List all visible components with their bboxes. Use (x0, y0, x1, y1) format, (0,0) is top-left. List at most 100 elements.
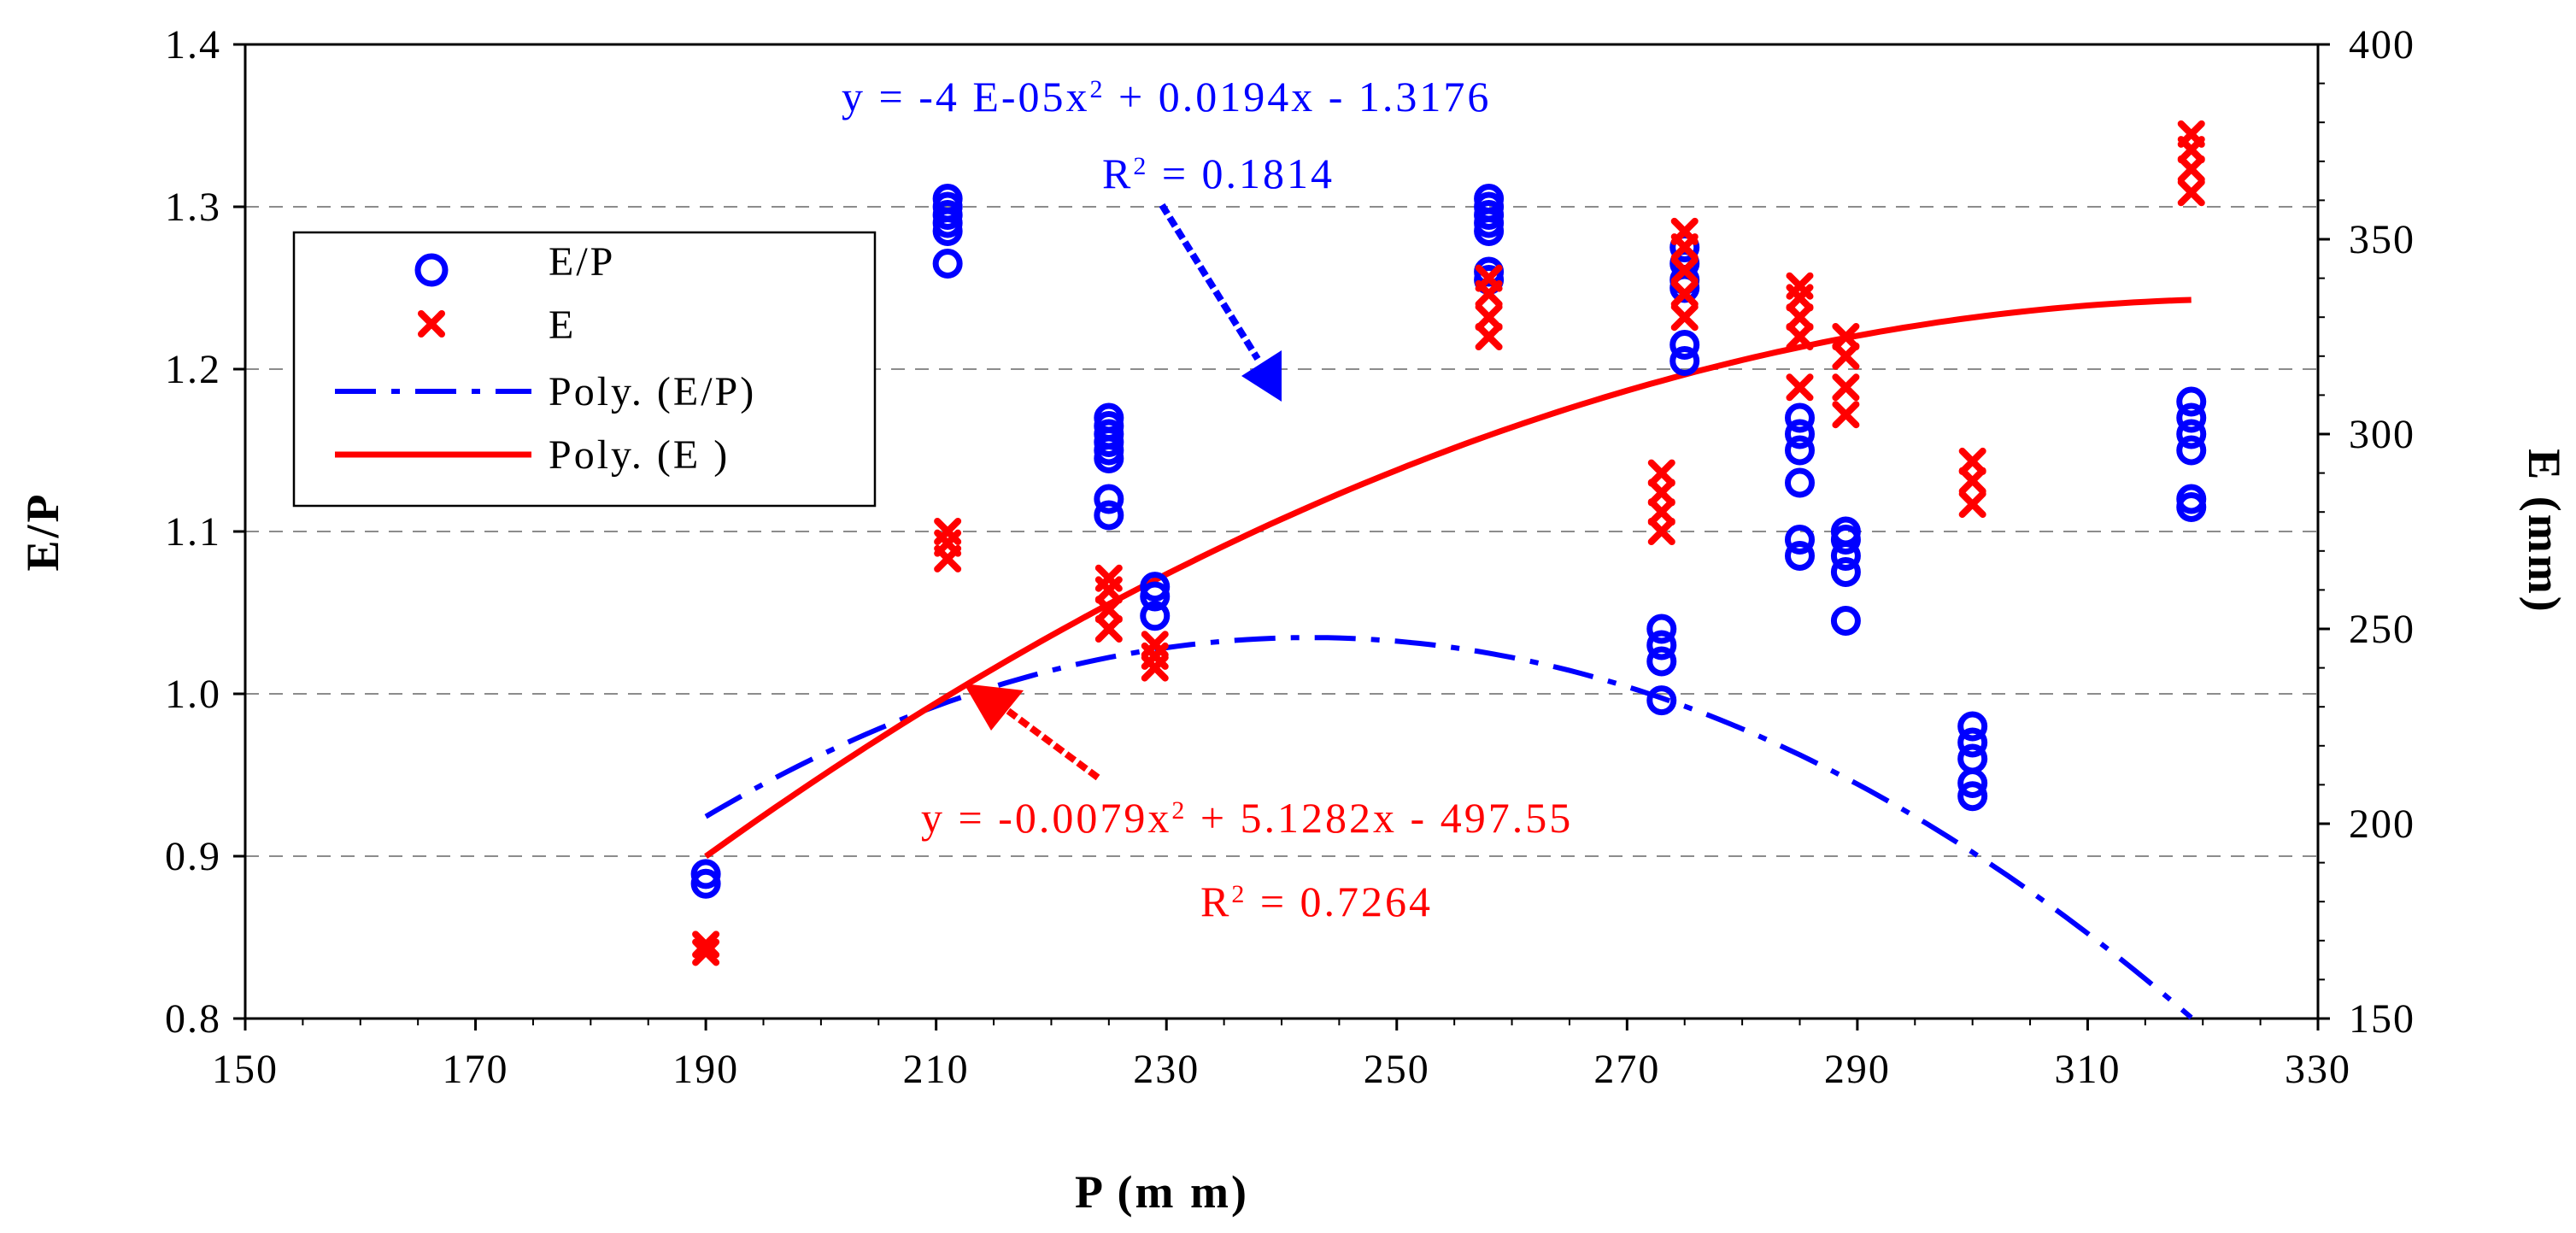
ep-point-55 (2176, 419, 2207, 449)
x-tick-label-7: 290 (1824, 1047, 1891, 1092)
red-arrow-shaft (1006, 708, 1100, 781)
e-point-35 (1958, 467, 1986, 495)
x-tick-label-0: 150 (212, 1047, 279, 1092)
ep-point-1 (690, 859, 721, 890)
ep-point-56 (2176, 402, 2207, 433)
e-point-25 (1786, 373, 1814, 402)
e-point-33 (1832, 323, 1860, 350)
ep-point-50 (1957, 727, 1988, 758)
ep-point-57 (2176, 386, 2207, 417)
right-tick-label-1: 200 (2349, 801, 2415, 847)
right-tick-label-5: 400 (2349, 22, 2415, 68)
e-point-30 (1832, 401, 1860, 429)
left-tick-label-5: 1.3 (165, 185, 221, 230)
e-point-15 (1475, 264, 1503, 292)
ep-point-0 (690, 868, 721, 899)
ep-point-40 (1785, 419, 1815, 449)
ep-point-39 (1785, 435, 1815, 466)
ep-point-31 (1669, 330, 1700, 360)
ep-point-25 (1474, 184, 1505, 214)
x-tick-label-1: 170 (443, 1047, 509, 1092)
e-point-11 (1141, 631, 1169, 659)
x-tick-label-9: 330 (2285, 1047, 2351, 1092)
ep-point-47 (1957, 781, 1988, 812)
e-point-38 (2177, 155, 2205, 183)
e-point-21 (1670, 279, 1699, 308)
ep-point-42 (1830, 606, 1861, 636)
left-y-axis-title: E/P (17, 491, 68, 571)
x-tick-label-5: 250 (1364, 1047, 1430, 1092)
e-point-16 (1647, 518, 1675, 545)
ep-point-28 (1646, 630, 1677, 661)
legend-label-poly-e: Poly. (E ) (549, 432, 730, 478)
e-point-5 (1094, 615, 1123, 643)
x-tick-label-8: 310 (2054, 1047, 2121, 1092)
poly-e-trendline (704, 297, 2192, 860)
e-point-17 (1647, 498, 1675, 526)
ep-point-30 (1669, 346, 1700, 376)
red-equation-text: y = -0.0079x2 + 5.1282x - 497.55 (921, 794, 1573, 842)
e-point-24 (1670, 217, 1699, 245)
e-point-29 (1786, 272, 1814, 300)
red-r-squared-text: R2 = 0.7264 (1200, 878, 1433, 925)
ep-point-7 (932, 184, 963, 214)
ep-point-46 (1830, 516, 1861, 547)
right-tick-label-4: 350 (2349, 217, 2415, 262)
e-point-34 (1958, 490, 1986, 519)
right-y-axis-ticks: 150 200 250 300 350 400 (2318, 22, 2415, 1042)
e-point-20 (1670, 303, 1699, 332)
legend-label-poly-ep: Poly. (E/P) (549, 369, 756, 414)
left-tick-label-0: 0.8 (165, 996, 221, 1042)
legend-box (292, 231, 877, 508)
right-tick-label-3: 300 (2349, 412, 2415, 457)
left-tick-label-2: 1.0 (165, 672, 221, 717)
e-point-40 (2177, 120, 2205, 148)
e-point-31 (1832, 373, 1860, 402)
ep-point-53 (2176, 484, 2207, 514)
poly-ep-trendline (704, 635, 2193, 1020)
left-tick-label-1: 0.9 (165, 834, 221, 879)
legend-label-e: E (549, 302, 576, 348)
ep-point-37 (1785, 525, 1815, 555)
e-point-13 (1475, 303, 1503, 332)
ep-point-26 (1646, 685, 1677, 716)
e-point-19 (1647, 459, 1675, 487)
left-tick-label-6: 1.4 (165, 22, 221, 68)
ep-point-15 (1094, 402, 1124, 433)
ep-point-20 (1474, 256, 1505, 287)
ep-point-54 (2176, 435, 2207, 466)
ep-point-16 (1140, 601, 1171, 631)
x-tick-label-6: 270 (1593, 1047, 1660, 1092)
right-tick-label-2: 250 (2349, 607, 2415, 652)
e-point-12 (1475, 323, 1503, 350)
blue-arrow-shaft (1159, 203, 1261, 361)
ep-point-9 (1094, 484, 1124, 514)
blue-arrow-head (1241, 350, 1282, 402)
red-arrow-head (964, 684, 1024, 731)
right-tick-label-0: 150 (2349, 996, 2415, 1042)
e-point-0 (692, 938, 720, 966)
legend-circle-marker (414, 253, 449, 287)
legend-label-ep: E/P (549, 239, 615, 285)
e-point-32 (1832, 342, 1860, 370)
x-axis-title: P (m m) (1075, 1166, 1249, 1218)
left-tick-label-3: 1.1 (165, 509, 221, 555)
ep-point-17 (1140, 581, 1171, 612)
x-tick-label-3: 210 (903, 1047, 970, 1092)
scatter-marks (690, 120, 2207, 966)
legend-x-marker (418, 310, 445, 338)
ep-point-2 (932, 249, 963, 279)
legend: E/P E Poly. (E/P) Poly. (E ) (292, 231, 877, 508)
e-point-4 (934, 518, 962, 545)
e-point-36 (1958, 447, 1986, 475)
e-point-37 (2177, 179, 2205, 207)
e-point-26 (1786, 323, 1814, 350)
e-point-1 (692, 931, 720, 959)
ep-point-8 (1094, 500, 1124, 531)
ep-point-41 (1785, 402, 1815, 433)
blue-r-squared-text: R2 = 0.1814 (1102, 150, 1335, 197)
right-y-axis-title: E (mm) (2519, 449, 2570, 614)
ep-point-51 (1957, 711, 1988, 742)
e-point-18 (1647, 479, 1675, 507)
